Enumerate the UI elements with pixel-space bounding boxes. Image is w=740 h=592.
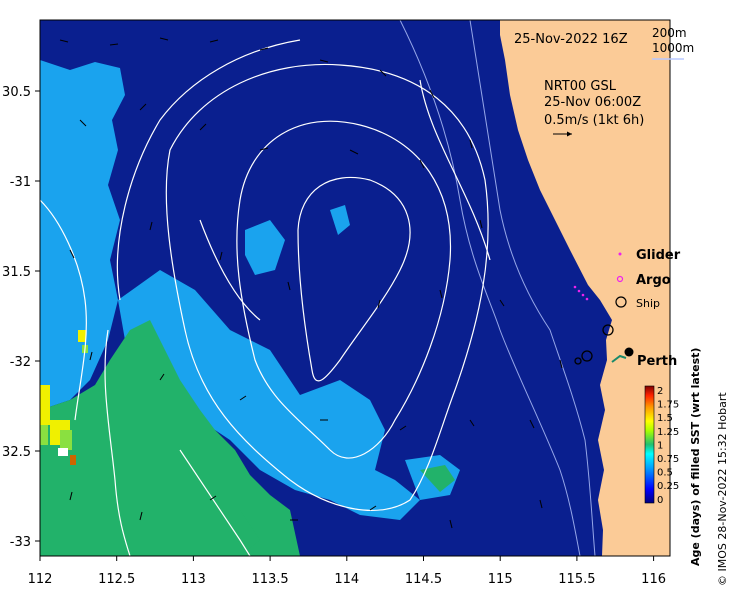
ship-legend-label: Ship (636, 297, 660, 310)
colorbar-title: Age (days) of filled SST (wrt latest) (689, 348, 702, 566)
colorbar-tick-label: 0.5 (657, 468, 673, 479)
depth-contour-200-label: 200m (652, 26, 687, 40)
timestamp-label: 25-Nov-2022 16Z (514, 32, 628, 47)
sst-yellow-spots (40, 330, 88, 465)
colorbar (644, 385, 655, 504)
y-tick-label: 31.5 (2, 265, 31, 280)
colorbar-ticks: 2 1.75 1.5 1.25 1 0.75 0.5 0.25 0 (657, 386, 679, 506)
ship-icon (615, 296, 627, 308)
colorbar-tick-label: 1.25 (657, 427, 679, 438)
y-tick-label: 32.5 (2, 445, 31, 460)
scale-arrow-icon (553, 131, 572, 137)
perth-label: Perth (637, 354, 677, 369)
colorbar-tick-label: 1 (657, 440, 663, 451)
y-tick-label: -32 (10, 355, 31, 370)
current-time-label: 25-Nov 06:00Z (544, 95, 641, 110)
glider-track (573, 285, 589, 301)
x-tick-label: 115.5 (558, 572, 595, 587)
depth-contour-1000-label: 1000m (652, 41, 694, 55)
glider-legend-label: Glider (636, 248, 681, 263)
x-tick-label: 116 (641, 572, 666, 587)
x-tick-label: 113 (181, 572, 206, 587)
y-tick-label: -31 (10, 175, 31, 190)
argo-icon (616, 275, 624, 283)
perth-marker (624, 347, 634, 357)
x-tick-label: 112 (28, 572, 53, 587)
ship-markers (574, 324, 614, 365)
colorbar-tick-label: 0 (657, 495, 663, 506)
colorbar-tick-label: 0.25 (657, 481, 679, 492)
x-tick-label: 113.5 (251, 572, 288, 587)
current-vectors (59, 37, 563, 529)
land-area (500, 20, 670, 556)
x-axis: 112 112.5 113 113.5 114 114.5 115 115.5 116 (28, 556, 666, 587)
y-tick-label: 30.5 (2, 85, 31, 100)
y-tick-label: -33 (10, 535, 31, 550)
x-tick-label: 112.5 (98, 572, 135, 587)
x-tick-label: 115 (488, 572, 513, 587)
current-scale-label: 0.5m/s (1kt 6h) (544, 113, 644, 128)
bathymetry-contours (399, 20, 596, 556)
x-tick-label: 114 (334, 572, 359, 587)
glider-icon (618, 252, 622, 256)
colorbar-tick-label: 1.75 (657, 400, 679, 411)
colorbar-tick-label: 0.75 (657, 454, 679, 465)
current-source-label: NRT00 GSL (544, 79, 617, 94)
plot-frame (39, 19, 671, 557)
ssh-contours (40, 39, 491, 556)
map-layers (40, 20, 670, 556)
credit-label: © IMOS 28-Nov-2022 15:32 Hobart (716, 392, 729, 586)
argo-legend-label: Argo (636, 273, 671, 288)
colorbar-tick-label: 1.5 (657, 413, 673, 424)
colorbar-tick-label: 2 (657, 386, 663, 397)
x-tick-label: 114.5 (405, 572, 442, 587)
perth-coastline-detail (611, 354, 627, 363)
y-axis: 30.5 -31 31.5 -32 32.5 -33 (2, 85, 40, 550)
